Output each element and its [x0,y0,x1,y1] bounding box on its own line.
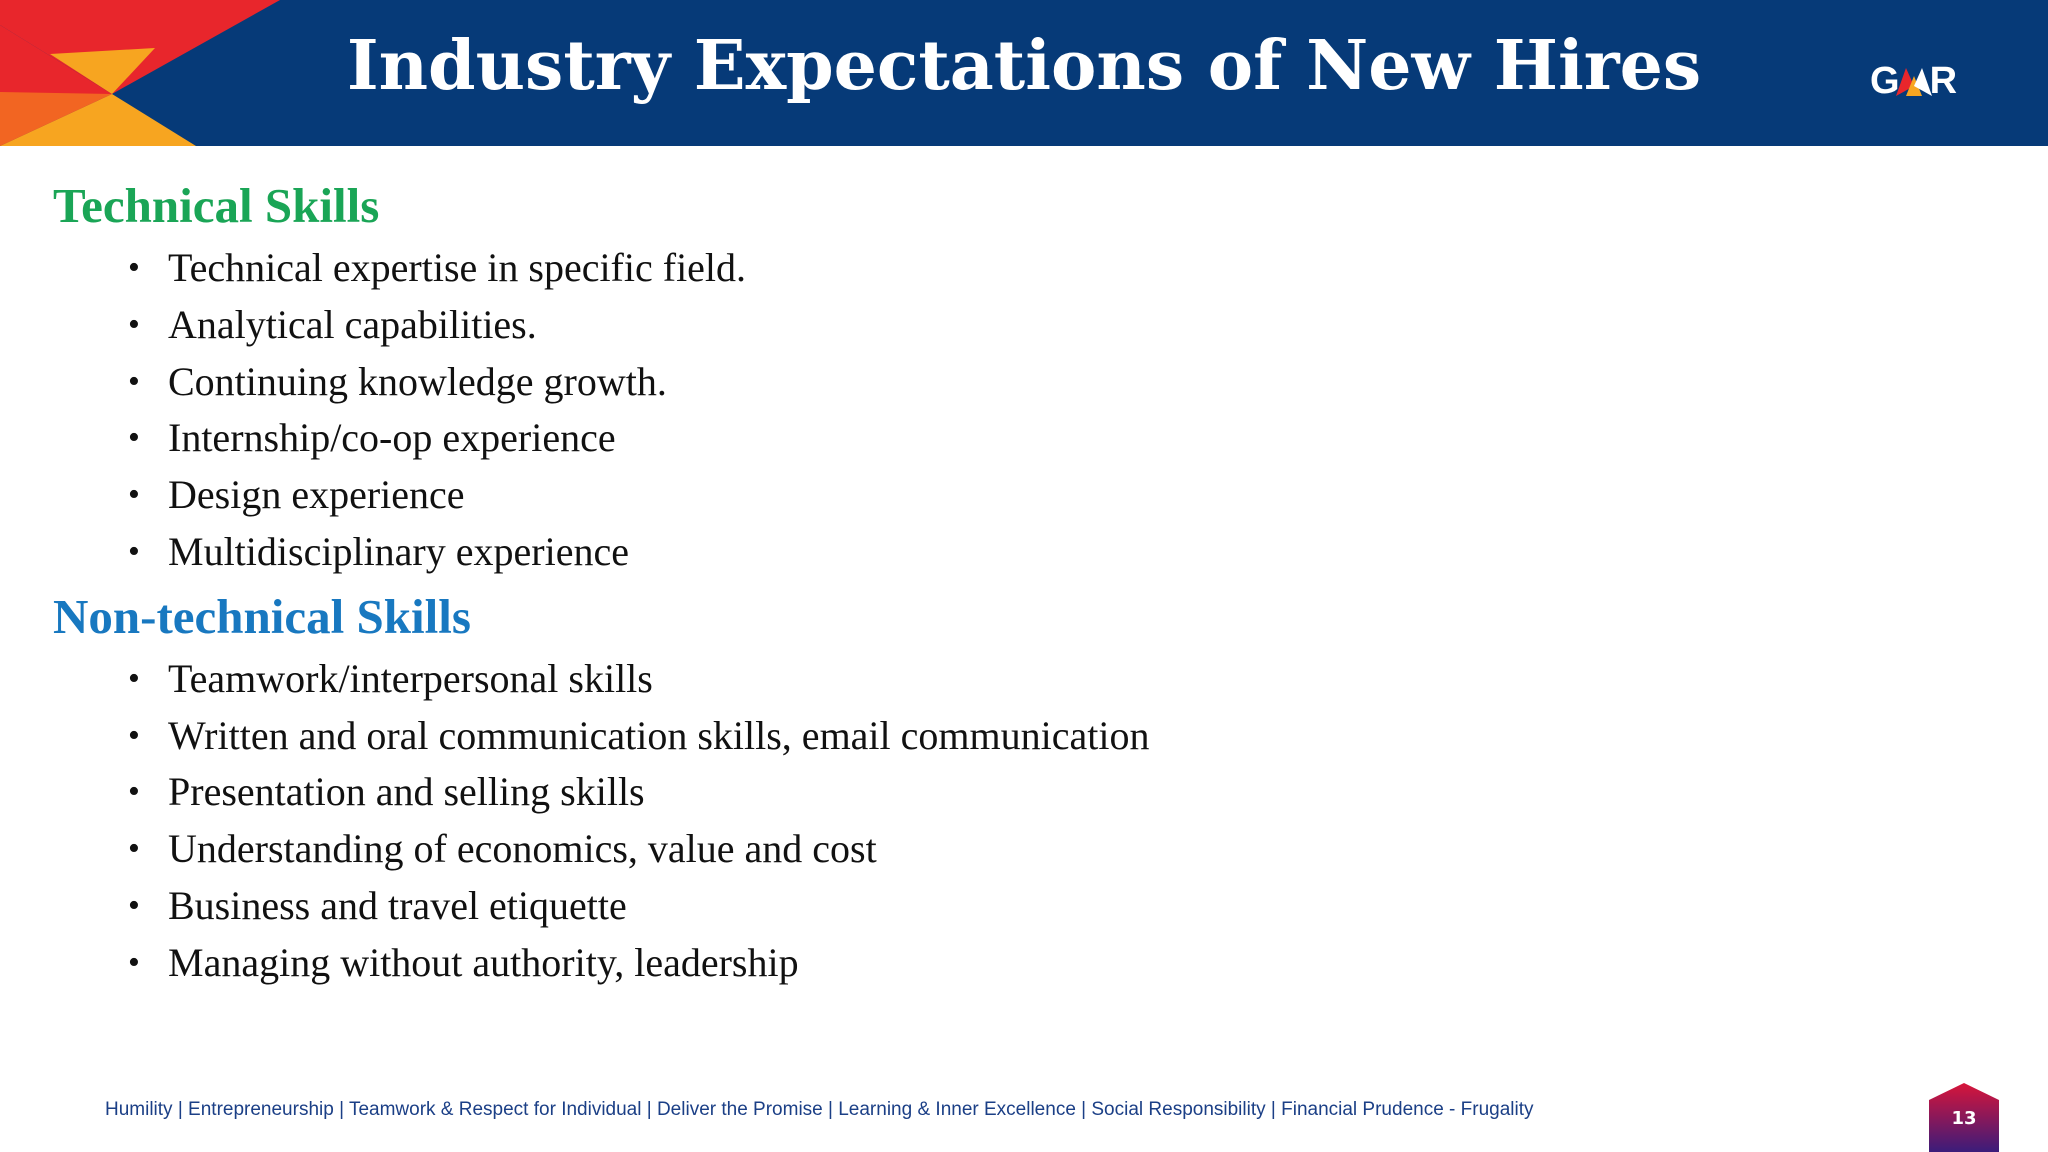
bullet-icon: • [128,886,140,924]
list-item-text: Understanding of economics, value and co… [168,826,877,872]
non-technical-skills-heading: Non-technical Skills [53,588,471,644]
list-item-text: Managing without authority, leadership [168,939,799,985]
header-decoration-graphic [0,0,280,146]
list-item-text: Multidisciplinary experience [168,528,629,574]
list-item: • Continuing knowledge growth. [128,354,1149,411]
list-item: • Teamwork/interpersonal skills [128,651,1149,708]
list-item: • Multidisciplinary experience [128,524,1149,581]
list-item-text: Technical expertise in specific field. [168,245,747,290]
list-item-text: Continuing knowledge growth. [168,358,667,404]
bullet-icon: • [128,476,140,514]
bullet-icon: • [128,362,140,400]
logo-letter-g: G [1870,59,1900,102]
list-item-text: Internship/co-op experience [168,415,616,461]
footer-company-values: Humility | Entrepreneurship | Teamwork &… [105,1099,1534,1120]
list-item: • Technical expertise in specific field. [128,240,1149,297]
slide-title: Industry Expectations of New Hires [346,26,1702,106]
bullet-icon: • [128,249,140,286]
list-item: • Presentation and selling skills [128,764,1149,821]
bullet-icon: • [128,773,140,811]
list-item: • Business and travel etiquette [128,878,1149,935]
bullet-icon: • [128,532,140,570]
technical-skills-list: • Technical expertise in specific field. … [53,240,1149,581]
non-technical-skills-list: • Teamwork/interpersonal skills • Written … [53,651,1149,992]
page-number: 13 [1951,1108,1977,1129]
bullet-icon: • [128,830,140,868]
list-item-text: Written and oral communication skills, e… [168,712,1150,758]
list-item: • Analytical capabilities. [128,297,1149,354]
header-banner: Industry Expectations of New Hires G R [0,0,2048,146]
list-item: • Design experience [128,467,1149,524]
bullet-icon: • [128,943,140,981]
list-item: • Written and oral communication skills, … [128,708,1149,765]
bullet-icon: • [128,659,140,697]
list-item-text: Design experience [168,472,465,518]
company-logo: G R [1870,60,1970,102]
technical-skills-heading: Technical Skills [53,178,380,233]
bullet-icon: • [128,419,140,457]
gmr-logo-icon [1895,68,1932,96]
list-item-text: Business and travel etiquette [168,882,627,928]
list-item: • Internship/co-op experience [128,410,1149,467]
page-number-badge-icon [1929,1083,1999,1152]
slide-content: Technical Skills • Technical expertise in… [53,172,1149,992]
list-item-text: Presentation and selling skills [168,769,645,815]
list-item-text: Teamwork/interpersonal skills [168,655,653,701]
logo-letter-r: R [1929,59,1957,102]
bullet-icon: • [128,716,140,754]
list-item-text: Analytical capabilities. [168,301,537,347]
list-item: • Understanding of economics, value and c… [128,821,1149,878]
list-item: • Managing without authority, leadership [128,935,1149,992]
bullet-icon: • [128,305,140,343]
